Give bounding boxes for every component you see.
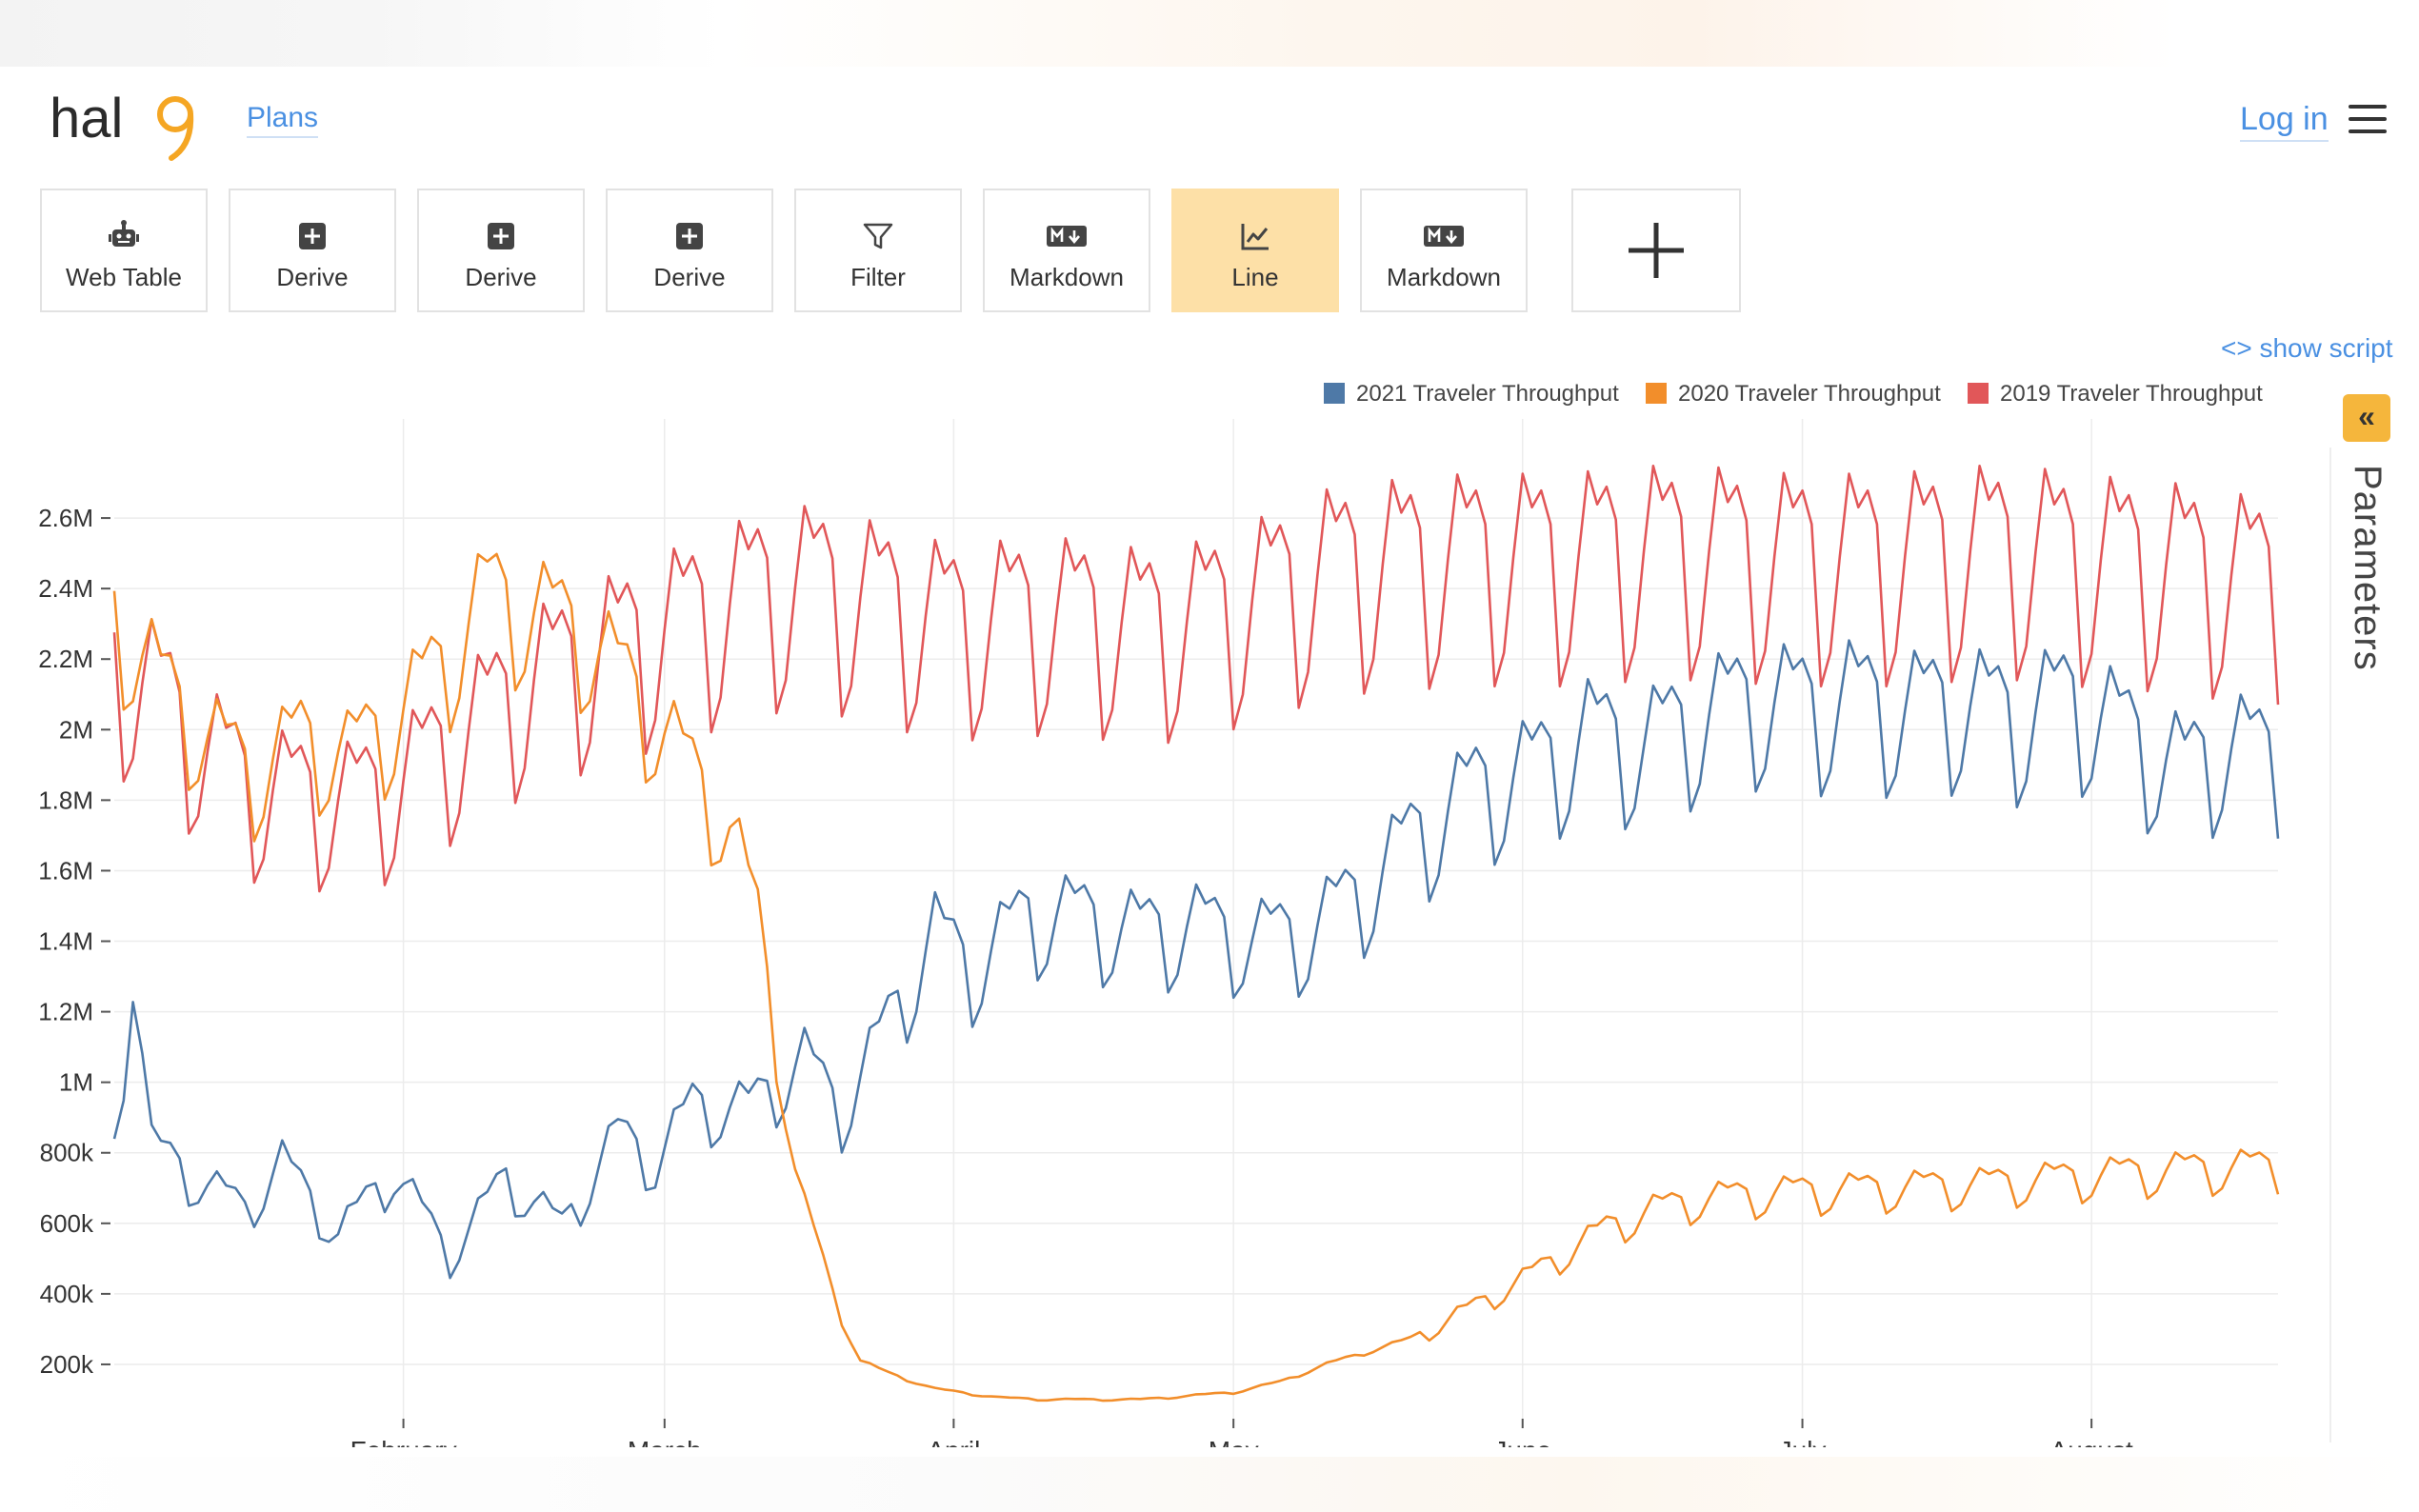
block-markdown-2[interactable]: Markdown [1360, 189, 1528, 312]
block-label: Line [1231, 263, 1279, 291]
y-tick-label: 2M [59, 715, 93, 744]
x-tick-label: August [2050, 1436, 2133, 1447]
hal9-logo[interactable]: hal [50, 82, 211, 162]
y-tick-label: 1.2M [38, 998, 93, 1026]
panel-divider [2329, 448, 2331, 1442]
x-tick-label: April [927, 1436, 980, 1447]
block-label: Web Table [66, 263, 182, 291]
x-tick-label: March [628, 1436, 702, 1447]
show-script-link[interactable]: <> show script [2221, 333, 2393, 363]
block-web-table[interactable]: Web Table [40, 189, 208, 312]
y-tick-label: 1.6M [38, 856, 93, 885]
robot-icon [109, 220, 139, 247]
legend-item-2019[interactable]: 2019 Traveler Throughput [1968, 381, 2263, 408]
legend-label: 2020 Traveler Throughput [1678, 381, 1941, 407]
x-tick-label: July [1779, 1436, 1827, 1447]
block-markdown-1[interactable]: Markdown [983, 189, 1150, 312]
top-backdrop [0, 0, 2419, 67]
legend-label: 2021 Traveler Throughput [1356, 381, 1619, 407]
plus-square-icon [676, 223, 703, 249]
y-tick-label: 400k [40, 1280, 94, 1308]
line-chart[interactable]: 200k 400k 600k 800k 1M 1.2M 1.4M 1.6M 1.8M 2M 2.2M… [0, 419, 2324, 1447]
chevrons-left-icon: « [2358, 399, 2375, 433]
series-line-2019[interactable] [112, 464, 2280, 893]
hamburger-menu-icon[interactable] [2349, 105, 2387, 133]
block-filter[interactable]: Filter [794, 189, 962, 312]
series-line-2020[interactable] [112, 552, 2280, 1403]
x-tick-label: June [1493, 1436, 1551, 1447]
filter-icon [863, 223, 893, 249]
block-derive-3[interactable]: Derive [606, 189, 773, 312]
block-label: Derive [465, 263, 537, 291]
x-tick-label: May [1209, 1436, 1259, 1447]
y-tick-label: 1.8M [38, 786, 93, 814]
x-tick-label: February [350, 1436, 457, 1447]
legend-swatch [1968, 383, 1989, 404]
y-tick-label: 600k [40, 1209, 94, 1238]
add-block-button[interactable] [1571, 189, 1741, 312]
x-axis-label: x → [2263, 1440, 2307, 1447]
block-label: Filter [850, 263, 906, 291]
y-tick-label: 200k [40, 1350, 94, 1379]
legend-swatch [1324, 383, 1345, 404]
plus-square-icon [299, 223, 326, 249]
markdown-icon [1047, 226, 1087, 247]
login-link[interactable]: Log in [2240, 101, 2329, 142]
y-tick-label: 2.2M [38, 645, 93, 673]
parameters-collapse-button[interactable]: « [2343, 394, 2390, 442]
block-derive-2[interactable]: Derive [417, 189, 585, 312]
legend-item-2020[interactable]: 2020 Traveler Throughput [1646, 381, 1941, 408]
series-line-2021[interactable] [112, 639, 2280, 1280]
y-tick-label: 800k [40, 1139, 94, 1167]
legend-swatch [1646, 383, 1667, 404]
parameters-label[interactable]: Parameters [2347, 465, 2389, 671]
plus-icon [1629, 223, 1684, 278]
y-tick-label: 2.4M [38, 574, 93, 603]
legend-item-2021[interactable]: 2021 Traveler Throughput [1324, 381, 1619, 408]
y-tick-label: 1.4M [38, 927, 93, 956]
block-line[interactable]: Line [1171, 189, 1339, 312]
legend-label: 2019 Traveler Throughput [2000, 381, 2263, 407]
block-label: Markdown [1010, 263, 1124, 291]
svg-text:hal: hal [50, 88, 123, 149]
line-chart-icon [1241, 224, 1269, 250]
bottom-backdrop [0, 1457, 2419, 1512]
plus-square-icon [488, 223, 514, 249]
markdown-icon [1424, 226, 1464, 247]
y-tick-label: 1M [59, 1068, 93, 1097]
block-label: Derive [653, 263, 726, 291]
y-tick-label: 2.6M [38, 504, 93, 532]
block-derive-1[interactable]: Derive [229, 189, 396, 312]
block-label: Markdown [1387, 263, 1501, 291]
plans-link[interactable]: Plans [247, 102, 319, 138]
block-label: Derive [276, 263, 349, 291]
